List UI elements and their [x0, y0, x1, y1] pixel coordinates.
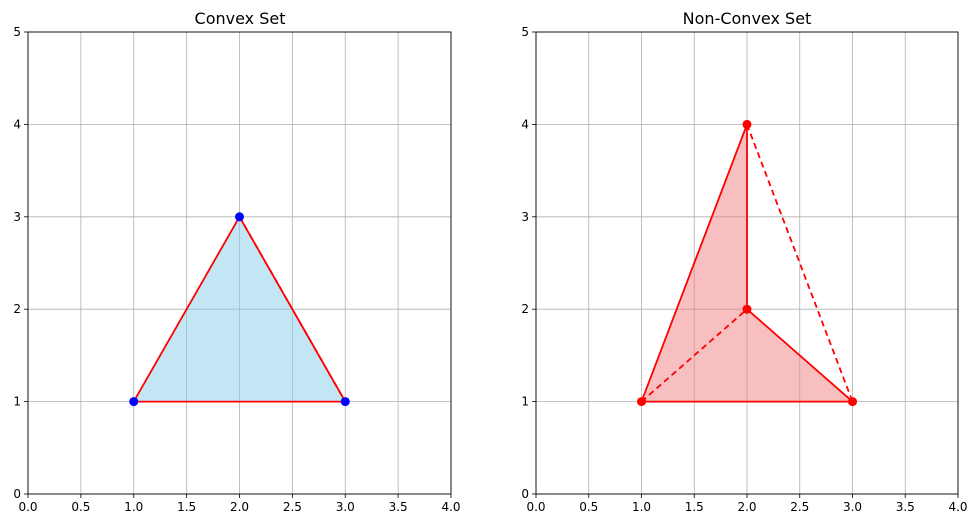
- convex-x-tick-label: 3.5: [389, 500, 408, 514]
- convex-y-tick-label: 0: [13, 487, 21, 501]
- convex-set-panel: 0.0 0.5 1.0 1.5 2.0 2.5 3.0 3.5 4.0 0 1 2 3 4 5 Convex …: [13, 9, 460, 514]
- nonconvex-y-tick-label: 3: [521, 210, 529, 224]
- nonconvex-x-tick-label: 3.5: [896, 500, 915, 514]
- nonconvex-y-tick-label: 2: [521, 302, 529, 316]
- nonconvex-x-tick-label: 3.0: [843, 500, 862, 514]
- convex-x-tick-label: 3.0: [336, 500, 355, 514]
- convex-x-tick-label: 0.5: [71, 500, 90, 514]
- convex-y-tick-label: 3: [13, 210, 21, 224]
- nonconvex-y-tick-label: 5: [521, 25, 529, 39]
- nonconvex-x-tick-label: 2.0: [737, 500, 756, 514]
- nonconvex-y-tick-label: 1: [521, 395, 529, 409]
- nonconvex-solid-edge: [746, 308, 854, 403]
- convex-set-title: Convex Set: [195, 9, 286, 28]
- nonconvex-y-tick-label: 4: [521, 117, 529, 131]
- convex-y-tick-label: 1: [13, 395, 21, 409]
- convex-x-tick-label: 1.0: [124, 500, 143, 514]
- convex-dashed-edge: [238, 216, 347, 403]
- convex-x-tick-label: 2.0: [230, 500, 249, 514]
- convex-y-tick-label: 4: [13, 117, 21, 131]
- convex-filled-region: [133, 216, 346, 402]
- convex-data-point: [340, 397, 350, 407]
- convex-axes-frame: [27, 31, 452, 495]
- nonconvex-axes-frame: [535, 31, 959, 495]
- nonconvex-data-point: [637, 397, 646, 407]
- convex-solid-edge: [132, 215, 241, 403]
- convex-x-tick-label: 1.5: [177, 500, 196, 514]
- nonconvex-set-panel: 0.0 0.5 1.0 1.5 2.0 2.5 3.0 3.5 4.0 0 1 2 3 4 5 Non-Con…: [521, 9, 967, 514]
- nonconvex-set-title: Non-Convex Set: [683, 9, 812, 28]
- nonconvex-data-point: [742, 119, 752, 129]
- nonconvex-x-tick-label: 2.5: [790, 500, 809, 514]
- convex-y-tick-label: 5: [13, 25, 21, 39]
- nonconvex-data-point: [742, 304, 752, 314]
- nonconvex-x-tick-label: 1.0: [632, 500, 651, 514]
- nonconvex-dashed-edge: [640, 308, 748, 403]
- nonconvex-solid-edge: [640, 123, 748, 403]
- convex-y-tick-label: 2: [13, 302, 21, 316]
- nonconvex-x-tick-label: 1.5: [685, 500, 704, 514]
- convex-x-tick-label: 0.0: [18, 500, 37, 514]
- nonconvex-x-tick-label: 0.0: [526, 500, 545, 514]
- nonconvex-data-point: [848, 397, 857, 407]
- convex-x-tick-label: 4.0: [441, 500, 460, 514]
- nonconvex-y-tick-label: 0: [521, 487, 529, 501]
- nonconvex-x-tick-label: 4.0: [948, 500, 967, 514]
- convex-data-point: [129, 397, 139, 407]
- convex-data-point: [235, 212, 244, 222]
- nonconvex-x-tick-label: 0.5: [579, 500, 598, 514]
- convex-x-tick-label: 2.5: [283, 500, 302, 514]
